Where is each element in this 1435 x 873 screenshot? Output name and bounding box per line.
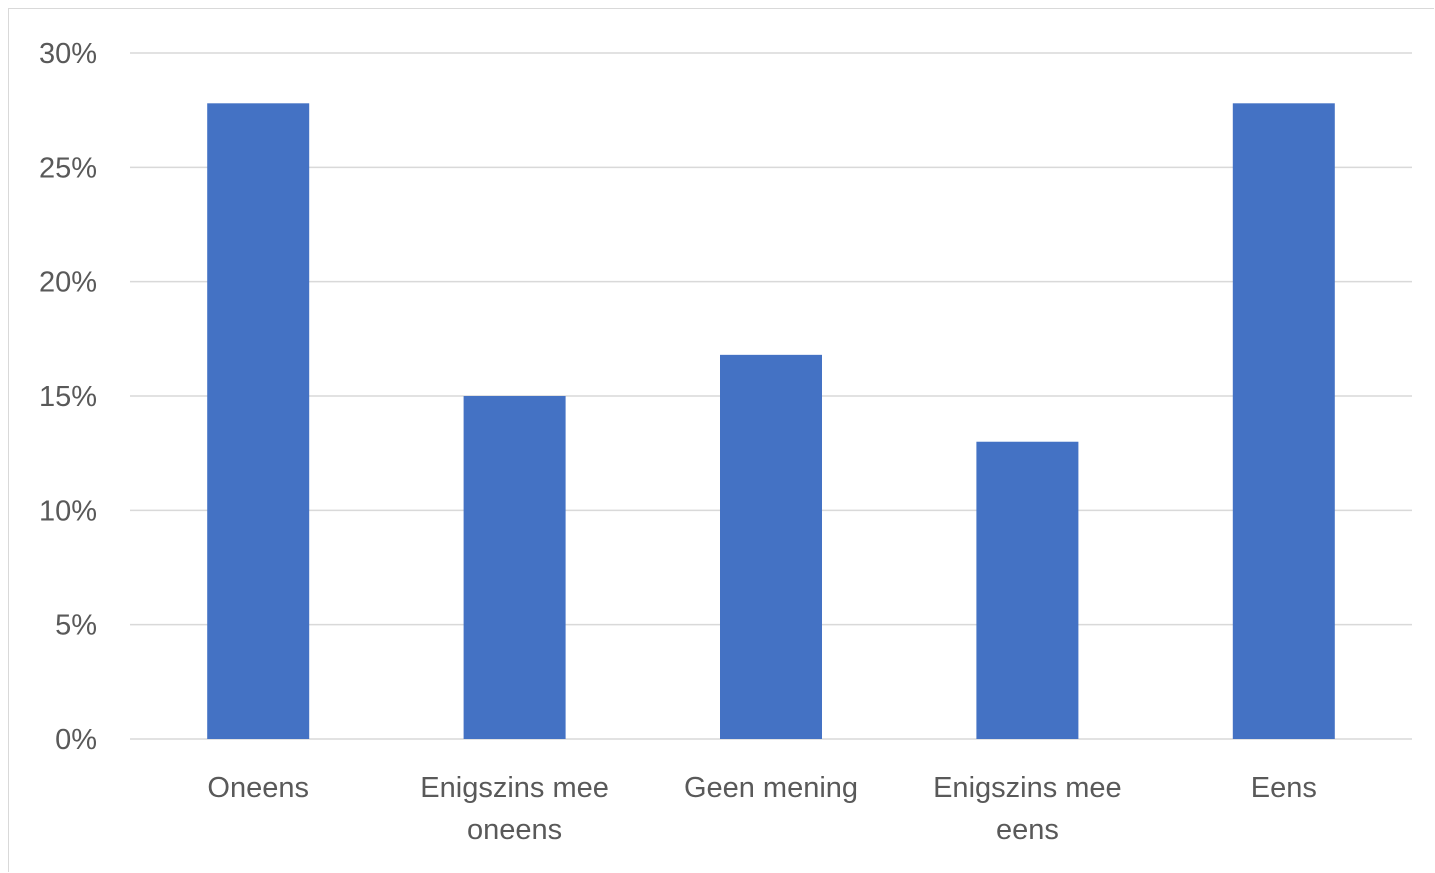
- bar: [463, 396, 566, 739]
- bar: [207, 103, 310, 740]
- x-tick-label: Enigszins mee eens: [933, 772, 1122, 846]
- chart-frame: [8, 8, 1434, 872]
- bars: [207, 103, 1335, 740]
- y-tick-label: 15%: [39, 381, 97, 413]
- x-tick-label: Oneens: [207, 772, 309, 804]
- y-tick-label: 0%: [55, 724, 97, 756]
- x-tick-label: Enigszins mee oneens: [420, 772, 609, 846]
- y-tick-label: 20%: [39, 267, 97, 299]
- bar: [976, 441, 1079, 739]
- bar: [720, 354, 822, 739]
- x-tick-label: Eens: [1251, 772, 1317, 804]
- bar: [1232, 103, 1335, 740]
- y-tick-label: 25%: [39, 152, 97, 184]
- x-tick-label: Geen mening: [684, 772, 858, 804]
- y-axis-ticks: 0% 5% 10% 15% 20% 25% 30%: [39, 38, 97, 756]
- x-axis-ticks: Oneens Enigszins mee oneens Geen mening Enig…: [207, 772, 1316, 846]
- y-tick-label: 5%: [55, 610, 97, 642]
- y-tick-label: 30%: [39, 38, 97, 70]
- y-tick-label: 10%: [39, 495, 97, 527]
